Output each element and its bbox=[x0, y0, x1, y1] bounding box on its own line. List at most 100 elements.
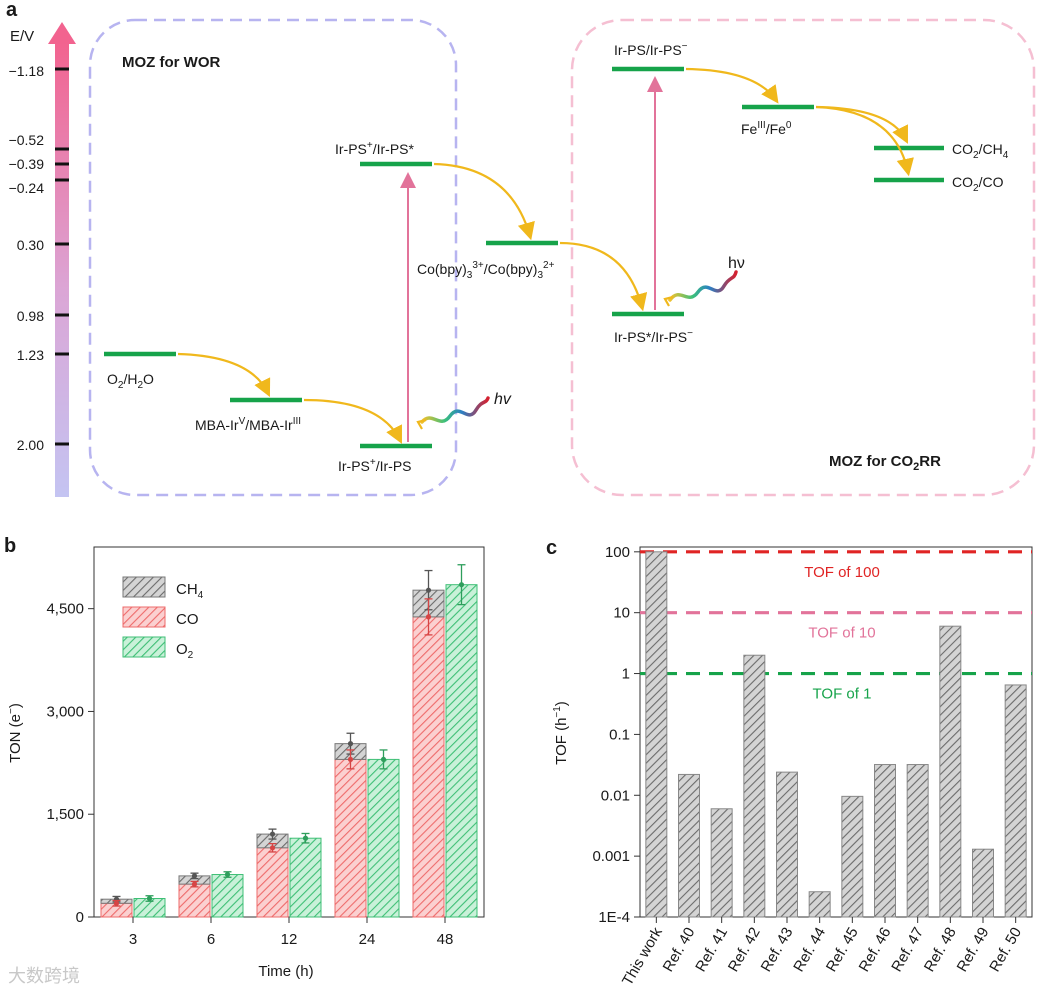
light-wave-right-arrowhead-icon bbox=[663, 295, 674, 307]
panel-b-xtick-label: 3 bbox=[129, 931, 137, 948]
panel-c-reference-lines: TOF of 100 TOF of 10 TOF of 1 bbox=[640, 550, 1032, 703]
arrow-fe-to-ch4 bbox=[815, 105, 908, 144]
box-moz-wor bbox=[88, 18, 458, 497]
bar-tof bbox=[874, 764, 896, 918]
bar-tof bbox=[841, 795, 864, 918]
ev-tick-label: −0.24 bbox=[9, 180, 45, 196]
hv-right-label: hν bbox=[728, 255, 745, 272]
data-point bbox=[191, 873, 198, 879]
label-irps-minus: Ir-PS/Ir-PS− bbox=[614, 41, 688, 58]
bar-tof bbox=[743, 654, 766, 918]
reference-line-label: TOF of 1 bbox=[813, 686, 872, 703]
data-point bbox=[146, 895, 153, 902]
light-wave-right-icon bbox=[668, 270, 738, 302]
panel-c-ytick-label: 1 bbox=[622, 666, 630, 683]
watermark: 大数跨境 bbox=[8, 966, 80, 987]
panel-c-ytick-label: 100 bbox=[605, 544, 630, 561]
label-irps-plus-irps: Ir-PS+/Ir-PS bbox=[338, 457, 412, 474]
data-point bbox=[347, 741, 354, 747]
panel-c-frame bbox=[639, 546, 1033, 918]
transfer-arrows bbox=[177, 67, 914, 444]
bar-tof bbox=[645, 551, 668, 918]
panel-c-xtick-label: Ref. 50 bbox=[986, 925, 1025, 975]
panel-b-xtick-label: 6 bbox=[207, 931, 215, 948]
bar-tof bbox=[906, 764, 929, 918]
ev-ticks: −1.18 −0.52 −0.39 −0.24 0.30 0.98 1.23 2… bbox=[9, 63, 69, 453]
legend-label-co: CO bbox=[176, 611, 199, 628]
legend-swatch-o2 bbox=[122, 636, 166, 658]
panel-b-ytick-label: 1,500 bbox=[46, 806, 84, 823]
bar-o2 bbox=[367, 758, 400, 918]
panel-b-ytick-label: 3,000 bbox=[46, 703, 84, 720]
bar-tof bbox=[776, 771, 798, 918]
bar-co bbox=[334, 758, 367, 918]
box-moz-co2rr bbox=[570, 18, 1036, 497]
data-point bbox=[269, 845, 276, 851]
panel-c-ytick-label: 0.01 bbox=[601, 787, 630, 804]
label-irps-star-minus: Ir-PS*/Ir-PS− bbox=[614, 328, 693, 345]
panel-c-label: c bbox=[546, 537, 557, 559]
arrow-cobpy-to-irps bbox=[559, 241, 648, 312]
data-point bbox=[269, 831, 276, 837]
reference-line-label: TOF of 100 bbox=[804, 564, 880, 581]
panel-b: b 0 1,500 3,000 4,500 3 6 12 24 48 Time (h) TON… bbox=[4, 535, 485, 980]
light-wave-left-arrowhead-icon bbox=[416, 418, 427, 430]
panel-c-bars bbox=[645, 551, 1027, 918]
ev-tick-label: −0.39 bbox=[9, 156, 45, 172]
label-cobpy: Co(bpy)33+/Co(bpy)32+ bbox=[417, 260, 555, 281]
label-co2-co: CO2/CO bbox=[952, 174, 1004, 194]
panel-b-legend: CH4 CO O2 bbox=[122, 576, 204, 661]
light-wave-left-icon bbox=[420, 396, 490, 424]
box-co2rr-title: MOZ for CO2RR bbox=[829, 453, 941, 473]
panel-b-bars bbox=[100, 564, 478, 918]
label-co2-ch4: CO2/CH4 bbox=[952, 141, 1009, 161]
legend-swatch-ch4 bbox=[122, 576, 166, 598]
panel-b-xtick-label: 48 bbox=[437, 931, 454, 948]
bar-co bbox=[412, 616, 445, 918]
ev-gradient-bar bbox=[55, 42, 69, 497]
panel-b-xtick-label: 12 bbox=[281, 931, 298, 948]
ev-axis-label: E/V bbox=[10, 28, 34, 45]
panel-c-ytick-label: 10 bbox=[613, 605, 630, 622]
panel-c-ylabel: TOF (h−1) bbox=[552, 701, 570, 765]
arrow-mba-to-irps bbox=[303, 398, 402, 444]
bar-tof bbox=[972, 848, 994, 918]
energy-levels bbox=[104, 66, 944, 449]
ev-tick-label: 1.23 bbox=[17, 347, 44, 363]
data-point bbox=[425, 614, 432, 620]
legend-swatch-co bbox=[122, 606, 166, 628]
panel-a-label: a bbox=[6, 0, 18, 21]
ev-tick-label: 0.30 bbox=[17, 237, 44, 253]
panel-b-ylabel: TON (e−) bbox=[6, 703, 24, 763]
ev-tick-label: 2.00 bbox=[17, 437, 44, 453]
label-o2-h2o: O2/H2O bbox=[107, 371, 154, 391]
panel-b-xtick-label: 24 bbox=[359, 931, 376, 948]
reference-line-label: TOF of 10 bbox=[808, 625, 875, 642]
bar-tof bbox=[808, 891, 831, 918]
bar-o2 bbox=[289, 837, 322, 918]
ev-tick-label: −1.18 bbox=[9, 63, 45, 79]
ev-tick-label: −0.52 bbox=[9, 132, 45, 148]
data-point bbox=[113, 900, 120, 906]
data-point bbox=[458, 582, 465, 588]
data-point bbox=[380, 756, 387, 763]
bar-o2 bbox=[211, 874, 244, 918]
arrow-o2-to-mba bbox=[177, 352, 271, 397]
panel-c-ytick-label: 0.1 bbox=[609, 726, 630, 743]
panel-b-ytick-label: 4,500 bbox=[46, 601, 84, 618]
legend-label-ch4: CH4 bbox=[176, 581, 204, 601]
legend-label-o2: O2 bbox=[176, 641, 194, 661]
level-labels: O2/H2O MBA-IrV/MBA-IrIII Ir-PS+/Ir-PS Ir… bbox=[107, 41, 1009, 474]
panel-b-ytick-label: 0 bbox=[76, 909, 84, 926]
data-point bbox=[224, 871, 231, 878]
bar-co bbox=[178, 883, 211, 918]
data-point bbox=[302, 835, 309, 841]
panel-c-y-axis: 1E-4 0.001 0.01 0.1 1 10 100 bbox=[592, 544, 640, 926]
label-irps-plus-star: Ir-PS+/Ir-PS* bbox=[335, 140, 415, 157]
hv-left-label: hv bbox=[494, 391, 512, 408]
panel-c-ytick-label: 0.001 bbox=[592, 848, 630, 865]
panel-c-xtick-label: This work bbox=[619, 924, 666, 989]
data-point bbox=[347, 756, 354, 763]
data-point bbox=[191, 881, 198, 887]
